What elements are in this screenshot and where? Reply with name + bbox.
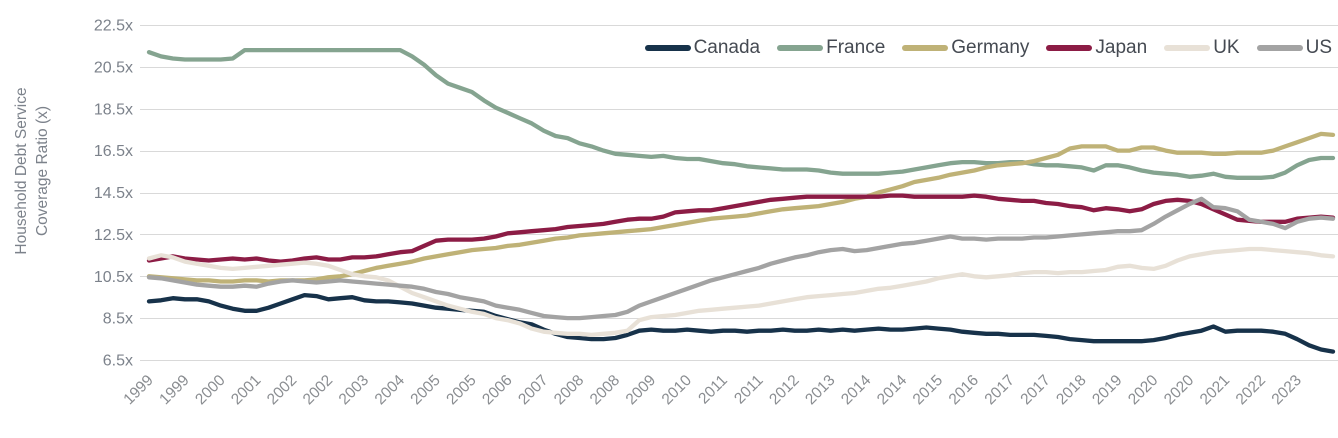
legend-swatch-france bbox=[777, 45, 824, 51]
x-tick-label: 2011 bbox=[695, 372, 731, 408]
legend-label-uk: UK bbox=[1213, 37, 1240, 58]
x-tick-label: 2019 bbox=[1089, 372, 1125, 408]
y-tick-label: 6.5x bbox=[103, 353, 133, 370]
y-tick-label: 12.5x bbox=[94, 227, 133, 244]
series-line-canada bbox=[146, 292, 1336, 354]
x-tick-label: 2003 bbox=[336, 372, 372, 408]
x-tick-label: 2011 bbox=[731, 372, 767, 408]
x-tick-label: 1999 bbox=[120, 372, 156, 408]
legend-swatch-uk bbox=[1164, 45, 1211, 51]
legend-label-germany: Germany bbox=[951, 37, 1030, 58]
x-tick-label: 2021 bbox=[1197, 372, 1233, 408]
legend-item-canada: Canada bbox=[644, 37, 761, 59]
x-tick-label: 2015 bbox=[910, 372, 946, 408]
legend-label-us: US bbox=[1305, 37, 1332, 58]
x-tick-label: 2007 bbox=[515, 372, 551, 408]
x-tick-label: 1999 bbox=[156, 372, 192, 408]
x-tick-label: 2017 bbox=[982, 372, 1018, 408]
legend-swatch-japan bbox=[1046, 45, 1093, 51]
x-tick-label: 2006 bbox=[479, 372, 515, 408]
y-tick-label: 20.5x bbox=[94, 59, 133, 76]
legend-item-germany: Germany bbox=[902, 37, 1029, 59]
y-tick-label: 18.5x bbox=[94, 101, 133, 118]
x-tick-label: 2005 bbox=[407, 372, 443, 408]
x-tick-label: 2002 bbox=[264, 372, 300, 408]
x-tick-label: 2008 bbox=[551, 372, 587, 408]
x-tick-label: 2018 bbox=[1053, 372, 1089, 408]
x-tick-label: 2005 bbox=[443, 372, 479, 408]
x-tick-label: 2004 bbox=[372, 372, 409, 409]
series-line-france bbox=[146, 47, 1336, 180]
legend-swatch-us bbox=[1256, 45, 1303, 51]
legend-label-canada: Canada bbox=[693, 37, 761, 58]
y-tick-label: 14.5x bbox=[94, 185, 133, 202]
x-tick-label: 2010 bbox=[659, 372, 696, 409]
legend-label-japan: Japan bbox=[1095, 37, 1148, 58]
legend-item-us: US bbox=[1256, 37, 1332, 59]
x-tick-label: 2009 bbox=[623, 372, 659, 408]
y-tick-label: 22.5x bbox=[94, 18, 133, 35]
y-axis-title-line1: Household Debt Service bbox=[13, 87, 30, 255]
y-axis-title-line2: Coverage Ratio (x) bbox=[34, 105, 51, 237]
chart-legend: Canada France Germany Japan UK US bbox=[644, 37, 1332, 59]
x-tick-label: 2014 bbox=[874, 372, 911, 409]
x-tick-label: 2016 bbox=[946, 372, 982, 408]
legend-swatch-germany bbox=[902, 45, 949, 51]
legend-item-japan: Japan bbox=[1046, 37, 1147, 59]
y-tick-label: 10.5x bbox=[94, 269, 133, 286]
x-tick-label: 2014 bbox=[838, 372, 875, 409]
x-tick-label: 2020 bbox=[1161, 372, 1198, 409]
series-line-us bbox=[146, 196, 1336, 321]
x-tick-label: 2000 bbox=[192, 372, 229, 409]
y-tick-label: 16.5x bbox=[94, 143, 133, 160]
x-tick-label: 2008 bbox=[587, 372, 623, 408]
legend-swatch-canada bbox=[644, 45, 691, 51]
x-tick-label: 2020 bbox=[1125, 372, 1162, 409]
x-tick-label: 2023 bbox=[1269, 372, 1305, 408]
legend-item-france: France bbox=[777, 37, 885, 59]
y-tick-label: 8.5x bbox=[103, 311, 133, 328]
x-tick-label: 2002 bbox=[300, 372, 336, 408]
legend-item-uk: UK bbox=[1164, 37, 1240, 59]
x-tick-label: 2022 bbox=[1233, 372, 1269, 408]
x-tick-label: 2001 bbox=[228, 372, 264, 408]
series-line-uk bbox=[146, 246, 1336, 338]
x-tick-label: 2017 bbox=[1017, 372, 1053, 408]
series-line-japan bbox=[146, 193, 1336, 264]
legend-label-france: France bbox=[826, 37, 886, 58]
x-tick-label: 2012 bbox=[766, 372, 802, 408]
y-axis-title: Household Debt Service Coverage Ratio (x… bbox=[11, 21, 55, 321]
series-line-germany bbox=[146, 131, 1336, 284]
x-tick-label: 2013 bbox=[802, 372, 838, 408]
